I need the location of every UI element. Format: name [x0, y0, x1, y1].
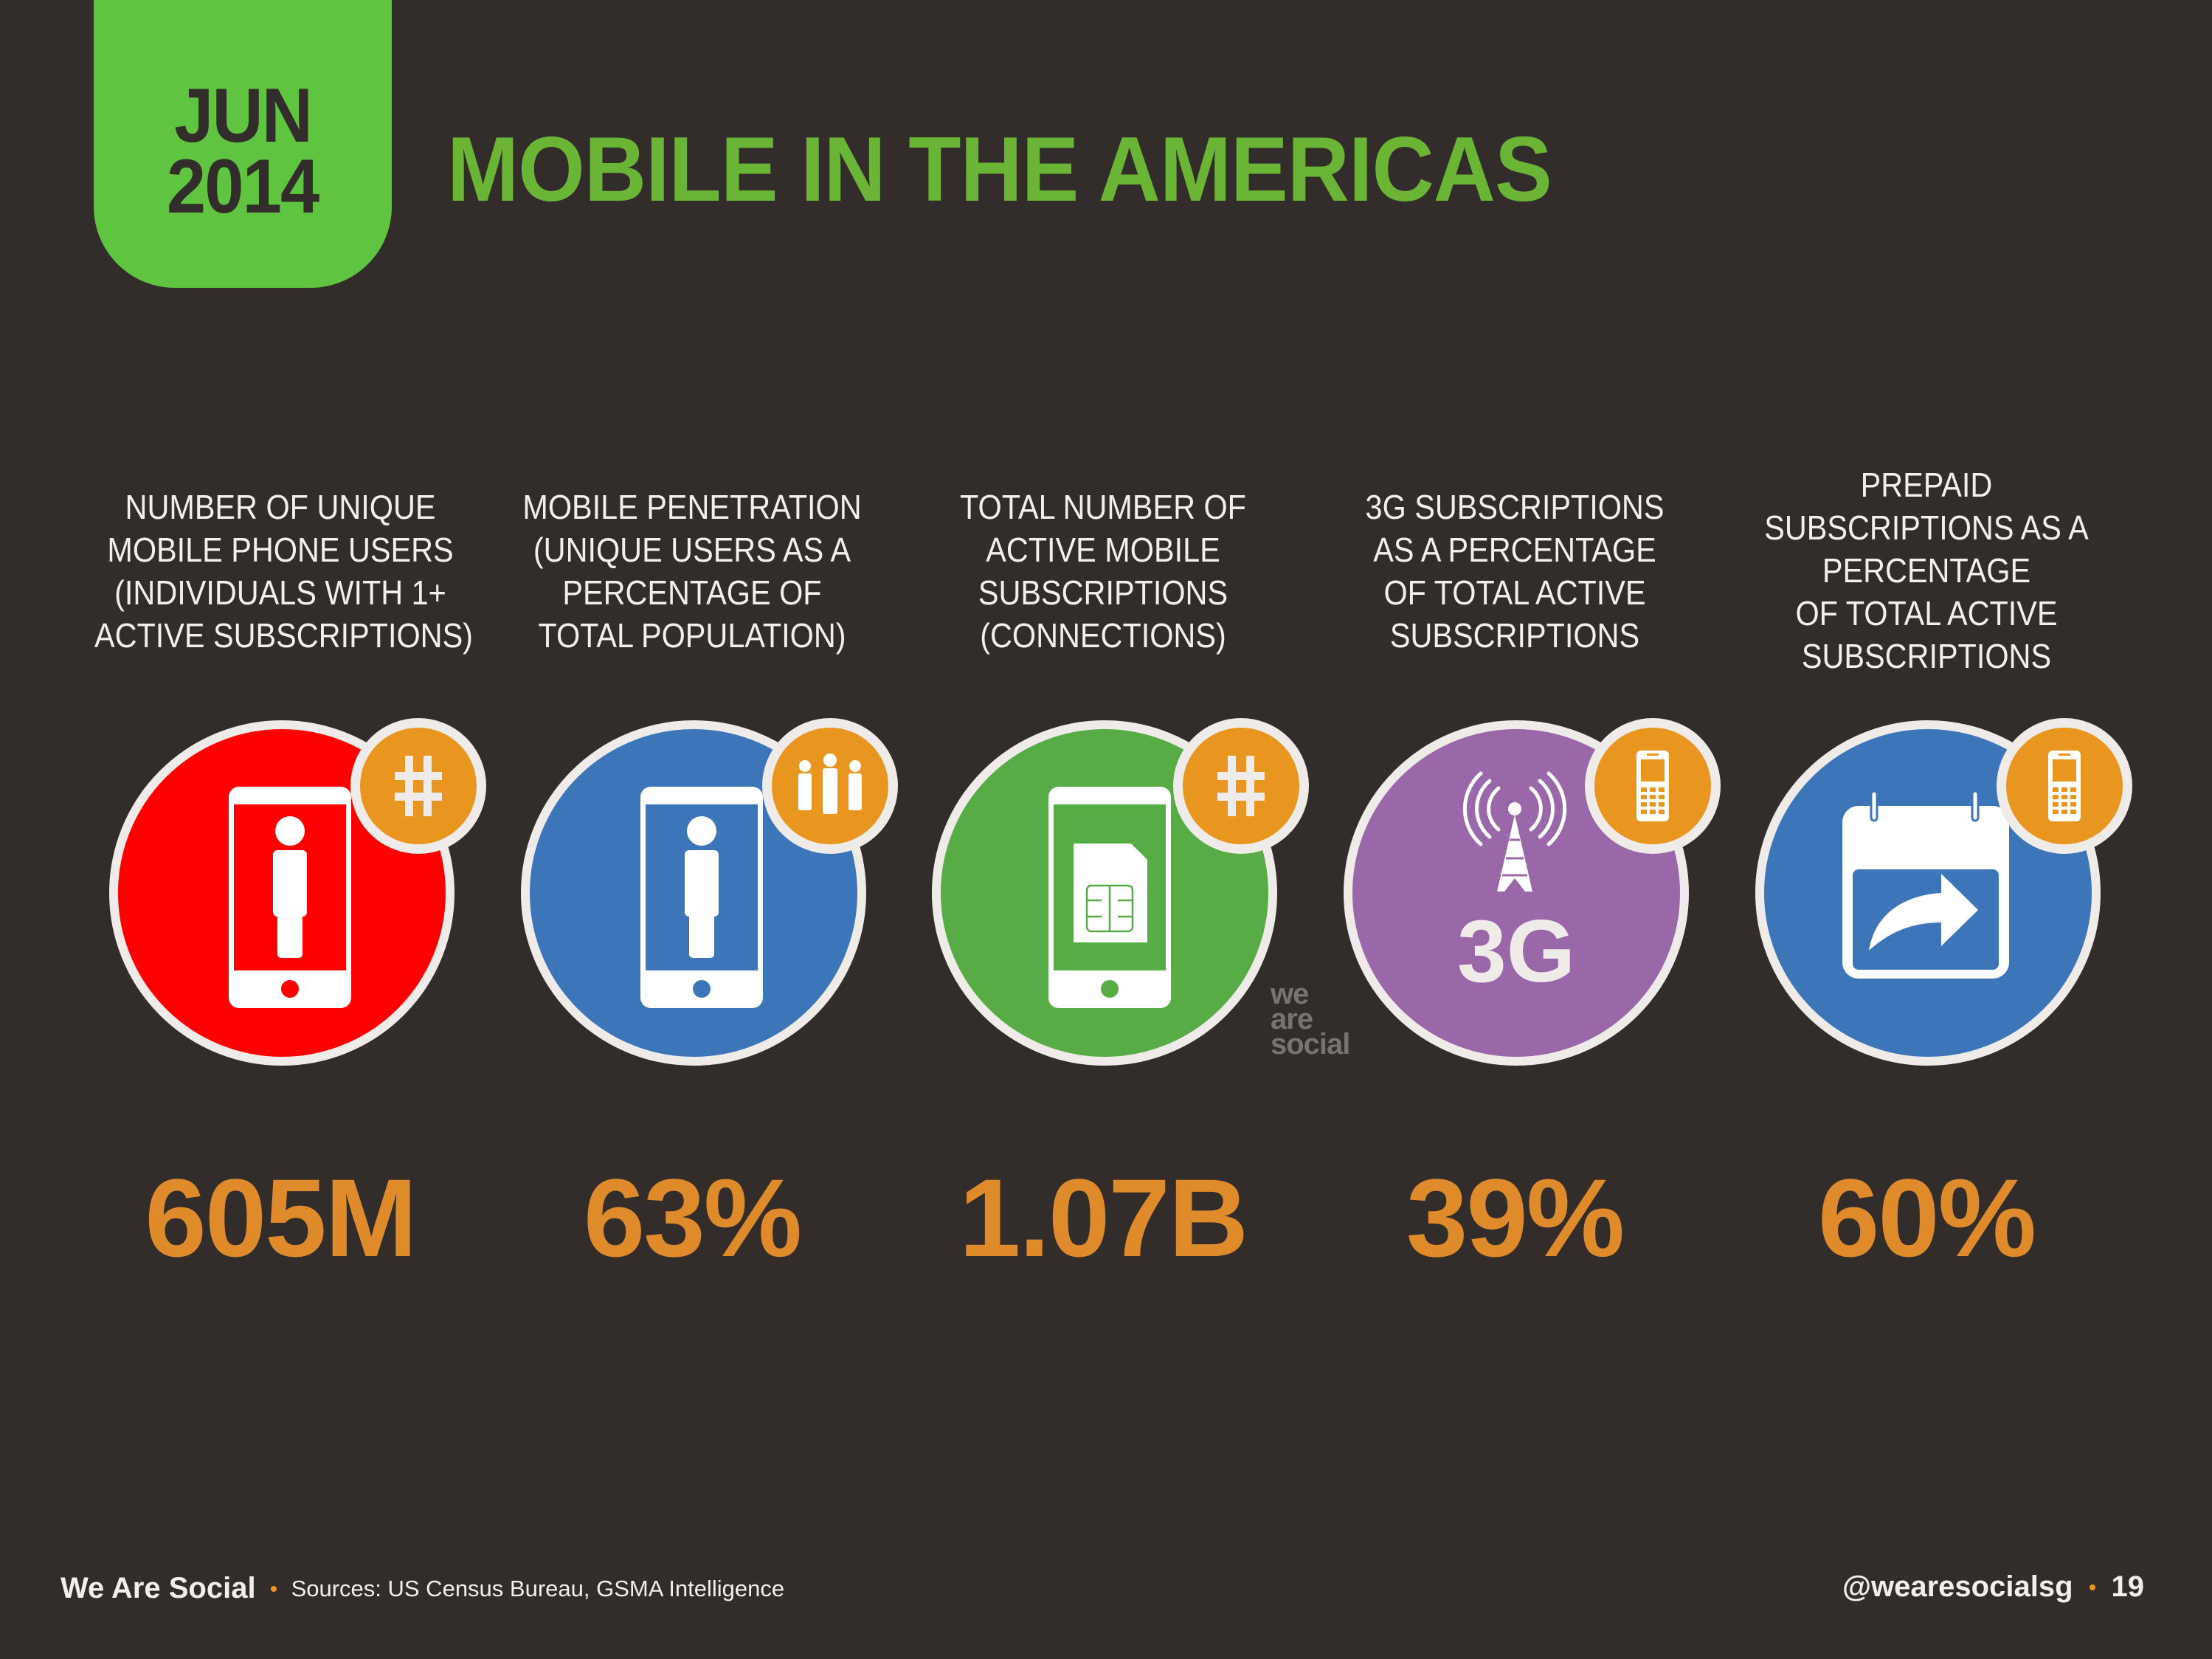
brand-name: We Are Social	[61, 1572, 256, 1604]
stat-label: MOBILE PENETRATION (UNIQUE USERS AS A PE…	[522, 488, 862, 655]
stat-active-subscriptions: TOTAL NUMBER OF ACTIVE MOBILE SUBSCRIPTI…	[896, 0, 1310, 1659]
feature-phone-icon	[1997, 718, 2132, 854]
stat-value: 63%	[583, 1156, 802, 1280]
calendar-forward-icon	[1755, 718, 2132, 1066]
stat-3g-subscriptions: 3G SUBSCRIPTIONS AS A PERCENTAGE OF TOTA…	[1308, 0, 1721, 1659]
we-are-social-watermark: we are social	[1271, 978, 1350, 1060]
stat-prepaid-subscriptions: PREPAID SUBSCRIPTIONS AS A PERCENTAGE OF…	[1720, 0, 2133, 1659]
social-handle: @wearesocialsg	[1842, 1570, 2073, 1603]
page-title: MOBILE IN THE AMERICAS	[447, 119, 1552, 221]
3g-tower-icon: 3G	[1344, 718, 1721, 1066]
stat-label: TOTAL NUMBER OF ACTIVE MOBILE SUBSCRIPTI…	[960, 488, 1246, 655]
footer-left: We Are Social Sources: US Census Bureau,…	[61, 1572, 784, 1605]
stat-value: 60%	[1817, 1156, 2036, 1280]
smartphone-user-icon	[521, 718, 898, 1066]
date-tab: JUN 2014	[94, 0, 392, 288]
separator-dot-icon	[270, 1585, 277, 1592]
3g-text: 3G	[1457, 902, 1575, 1001]
stat-unique-users: NUMBER OF UNIQUE MOBILE PHONE USERS (IND…	[74, 0, 487, 1659]
stat-mobile-penetration: MOBILE PENETRATION (UNIQUE USERS AS A PE…	[485, 0, 899, 1659]
date-month: JUN	[174, 73, 313, 159]
stat-label: NUMBER OF UNIQUE MOBILE PHONE USERS (IND…	[94, 488, 473, 655]
footer-right: @wearesocialsg 19	[1842, 1570, 2144, 1604]
separator-dot-icon	[2089, 1584, 2095, 1590]
hash-icon	[1173, 718, 1309, 854]
hash-icon	[350, 718, 486, 854]
people-group-icon	[762, 718, 898, 854]
sources-text: Sources: US Census Bureau, GSMA Intellig…	[291, 1575, 785, 1601]
smartphone-sim-card-icon	[932, 718, 1309, 1066]
stat-value: 605M	[145, 1156, 417, 1280]
stat-value: 1.07B	[958, 1156, 1248, 1280]
date-year: 2014	[167, 144, 319, 230]
stat-label: PREPAID SUBSCRIPTIONS AS A PERCENTAGE OF…	[1764, 466, 2089, 675]
page-number: 19	[2111, 1570, 2145, 1603]
feature-phone-icon	[1585, 718, 1721, 854]
stat-label: 3G SUBSCRIPTIONS AS A PERCENTAGE OF TOTA…	[1365, 488, 1665, 655]
stat-value: 39%	[1406, 1156, 1625, 1280]
smartphone-user-icon	[109, 718, 486, 1066]
